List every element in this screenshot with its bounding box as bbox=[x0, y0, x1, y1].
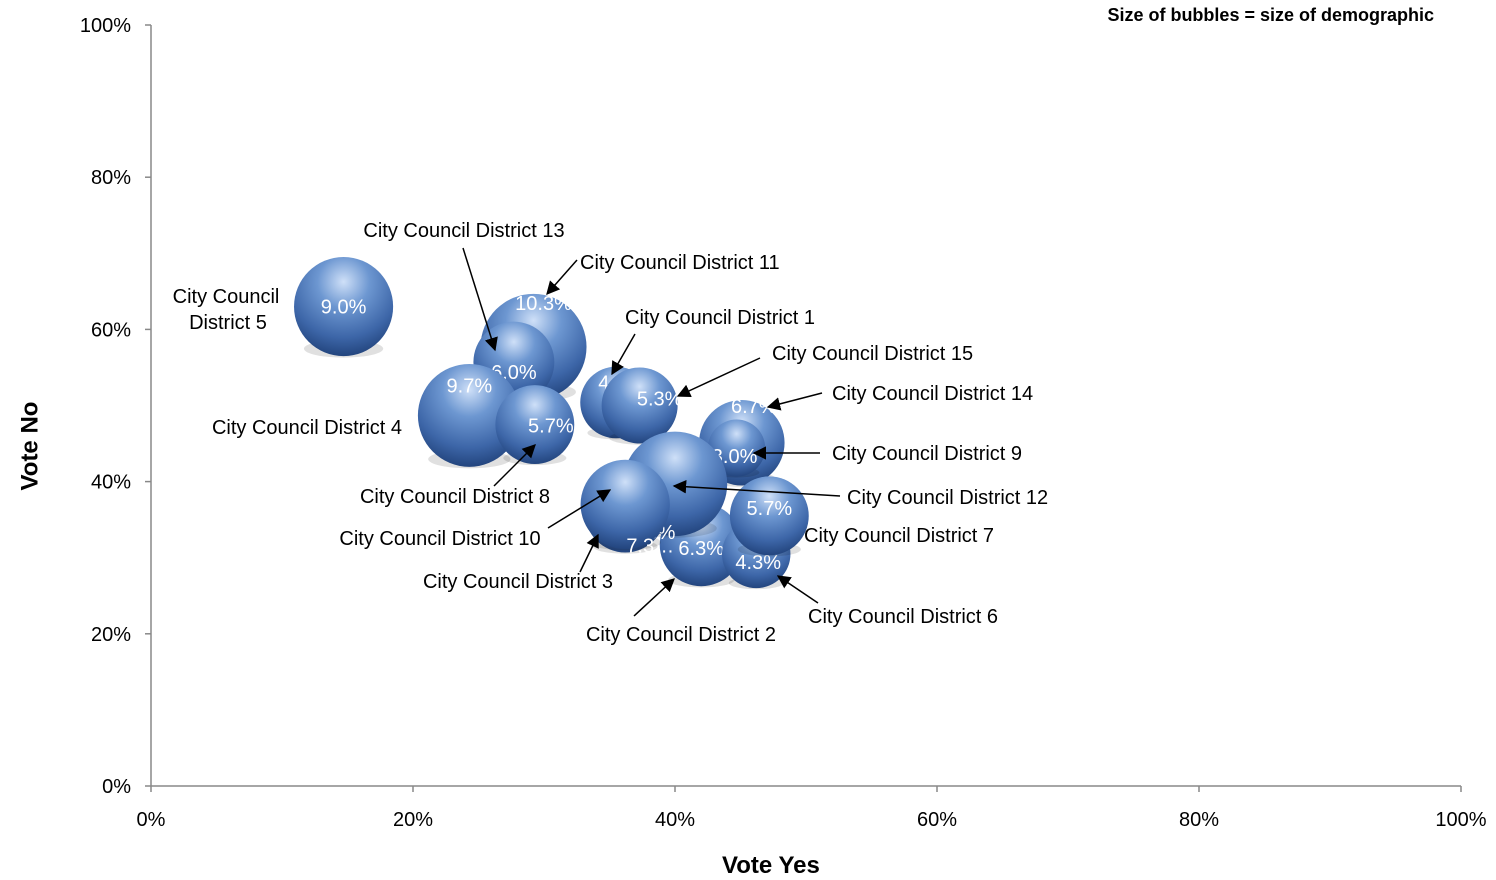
label-arrow bbox=[776, 575, 819, 604]
y-tick-label: 100% bbox=[80, 15, 131, 37]
point-label: City Council District 3 bbox=[423, 571, 613, 593]
point-label: City Council District 8 bbox=[360, 486, 550, 508]
label-arrow bbox=[493, 444, 536, 487]
point-label: City Council District 9 bbox=[832, 443, 1022, 465]
y-tick-label: 0% bbox=[102, 776, 131, 798]
bubble-value-label: 9.0% bbox=[321, 297, 367, 319]
label-arrow bbox=[633, 578, 675, 617]
point-label: District 5 bbox=[189, 312, 267, 334]
bubble-value-label: 5.7% bbox=[528, 416, 574, 438]
bubble bbox=[601, 367, 678, 444]
label-arrow bbox=[547, 489, 612, 529]
y-tick-label: 20% bbox=[91, 624, 131, 646]
bubble bbox=[294, 257, 394, 357]
label-arrow bbox=[766, 392, 823, 411]
x-tick-label: 0% bbox=[137, 809, 166, 831]
y-tick-label: 40% bbox=[91, 472, 131, 494]
point-label: City Council District 7 bbox=[804, 525, 994, 547]
point-label: City Council District 13 bbox=[363, 220, 564, 242]
point-label: City Council District 14 bbox=[832, 383, 1033, 405]
x-tick-label: 20% bbox=[393, 809, 433, 831]
x-axis-title: Vote Yes bbox=[722, 852, 820, 879]
label-arrow bbox=[579, 533, 599, 573]
point-label: City Council District 1 bbox=[625, 307, 815, 329]
bubble bbox=[729, 476, 809, 556]
bubble-value-label: 6.3% bbox=[678, 538, 724, 560]
bubble bbox=[580, 459, 670, 550]
y-tick-label: 80% bbox=[91, 167, 131, 189]
point-label: City Council District 10 bbox=[339, 528, 540, 550]
x-tick-label: 80% bbox=[1179, 809, 1219, 831]
label-arrow bbox=[672, 479, 841, 497]
label-arrow bbox=[462, 247, 498, 352]
point-label: City Council District 4 bbox=[212, 417, 402, 439]
point-label: City Council District 15 bbox=[772, 343, 973, 365]
label-arrow bbox=[676, 357, 761, 398]
bubble-value-label: 9.7% bbox=[447, 375, 493, 397]
bubble-value-label: 5.7% bbox=[747, 498, 793, 520]
x-tick-label: 40% bbox=[655, 809, 695, 831]
label-arrow bbox=[611, 333, 636, 376]
bubble bbox=[417, 363, 521, 467]
bubble-value-label: 4.3% bbox=[735, 552, 781, 574]
point-label: City Council District 12 bbox=[847, 487, 1048, 509]
point-label: City Council bbox=[173, 286, 280, 308]
point-label: City Council District 11 bbox=[580, 252, 780, 274]
bubble-value-label: 7.3… bbox=[626, 535, 674, 557]
x-tick-label: 100% bbox=[1435, 809, 1486, 831]
bubble-size-note: Size of bubbles = size of demographic bbox=[1107, 5, 1434, 25]
bubble-value-label: 10.3% bbox=[515, 293, 572, 315]
point-label: City Council District 2 bbox=[586, 624, 776, 646]
bubble bbox=[495, 385, 575, 464]
bubble-value-label: 6.7% bbox=[731, 396, 777, 418]
bubble-value-label: 3.0% bbox=[712, 446, 758, 468]
x-tick-label: 60% bbox=[917, 809, 957, 831]
point-label: City Council District 6 bbox=[808, 606, 998, 628]
y-tick-label: 60% bbox=[91, 319, 131, 341]
label-arrow bbox=[546, 259, 578, 296]
bubble-value-label: 5.3% bbox=[637, 389, 683, 411]
